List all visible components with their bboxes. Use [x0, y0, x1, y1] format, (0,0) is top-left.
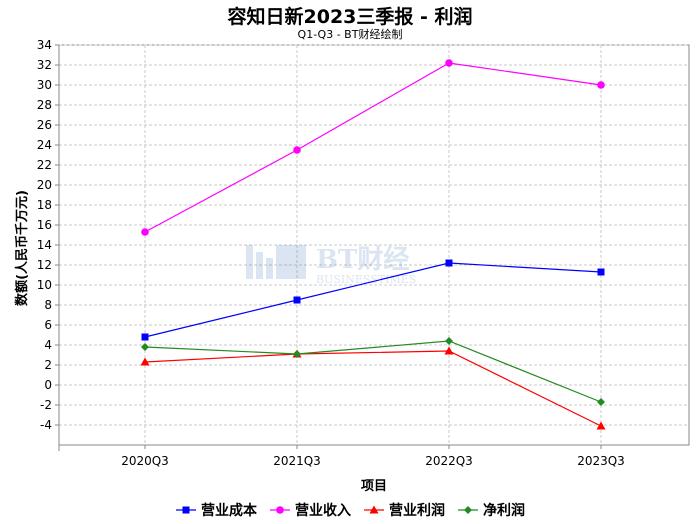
y-tick-label: -2 [40, 398, 52, 412]
legend-swatch [270, 506, 290, 514]
marker-square [293, 296, 301, 304]
series-0 [141, 259, 605, 341]
marker-circle [141, 228, 149, 236]
legend-item: 营业利润 [363, 500, 445, 520]
y-tick-label: 24 [37, 138, 52, 152]
y-tick-label: 16 [37, 218, 52, 232]
legend-item: 净利润 [457, 500, 525, 520]
watermark-logo-bar-1 [246, 245, 253, 279]
legend-swatch [176, 506, 196, 514]
series-layer [140, 59, 606, 430]
y-tick-label: 12 [37, 258, 52, 272]
marker-diamond [141, 343, 149, 351]
y-tick-label: 34 [37, 38, 52, 52]
x-tick-label: 2022Q3 [425, 454, 473, 468]
watermark-sub: BUSINESSTIMES [316, 273, 416, 286]
y-tick-label: 18 [37, 198, 52, 212]
axes: -4-202468101214161820222426283032342020Q… [37, 38, 625, 468]
marker-circle [597, 81, 605, 89]
series-line [144, 340, 602, 403]
watermark-main: BT财经 [316, 244, 409, 275]
y-axis-label: 数额(人民币千万元) [14, 190, 30, 306]
marker-triangle [369, 505, 379, 514]
y-tick-label: 0 [44, 378, 52, 392]
series-line [144, 62, 602, 233]
legend-swatch [364, 505, 384, 514]
marker-triangle [140, 357, 150, 366]
y-tick-label: 10 [37, 278, 52, 292]
x-tick-label: 2021Q3 [273, 454, 321, 468]
legend-label: 营业利润 [389, 503, 445, 519]
marker-circle [293, 146, 301, 154]
series-1 [141, 59, 605, 236]
marker-square [597, 268, 605, 276]
legend-swatch [458, 506, 478, 514]
legend-label: 营业收入 [295, 503, 351, 519]
watermark-logo-bar-4 [276, 245, 306, 279]
y-tick-label: 6 [44, 318, 52, 332]
y-tick-label: 22 [37, 158, 52, 172]
y-tick-label: -4 [40, 418, 52, 432]
y-tick-label: 8 [44, 298, 52, 312]
watermark-logo-bar-2 [256, 252, 263, 279]
marker-triangle [596, 421, 606, 430]
y-tick-label: 26 [37, 118, 52, 132]
x-axis-label: 项目 [361, 479, 387, 494]
watermark-logo-bar-3 [266, 258, 273, 279]
legend-item: 营业收入 [269, 500, 351, 520]
y-tick-label: 30 [37, 78, 52, 92]
legend-item: 营业成本 [175, 500, 257, 520]
marker-diamond [464, 506, 472, 514]
y-tick-label: 20 [37, 178, 52, 192]
chart-subtitle: Q1-Q3 - BT财经绘制 [297, 28, 403, 41]
x-tick-label: 2020Q3 [121, 454, 169, 468]
marker-diamond [293, 350, 301, 358]
marker-circle [445, 59, 453, 67]
series-3 [141, 337, 605, 406]
series-line [144, 350, 602, 427]
gridlines [59, 44, 689, 445]
marker-square [182, 506, 190, 514]
y-tick-label: 14 [37, 238, 52, 252]
marker-diamond [445, 337, 453, 345]
marker-diamond [597, 398, 605, 406]
legend: 营业成本 营业收入 营业利润 净利润 [0, 500, 700, 520]
marker-square [445, 259, 453, 267]
marker-triangle [444, 346, 454, 355]
y-tick-label: 4 [44, 338, 52, 352]
legend-label: 营业成本 [201, 503, 257, 519]
y-tick-label: 32 [37, 58, 52, 72]
series-2 [140, 346, 606, 430]
y-tick-label: 28 [37, 98, 52, 112]
chart-title: 容知日新2023三季报 - 利润 [227, 6, 473, 28]
marker-circle [276, 506, 284, 514]
y-tick-label: 2 [44, 358, 52, 372]
x-tick-label: 2023Q3 [577, 454, 625, 468]
series-line [144, 262, 602, 338]
watermark: BT财经 BUSINESSTIMES [246, 244, 416, 286]
legend-label: 净利润 [483, 503, 525, 519]
marker-square [141, 333, 149, 341]
